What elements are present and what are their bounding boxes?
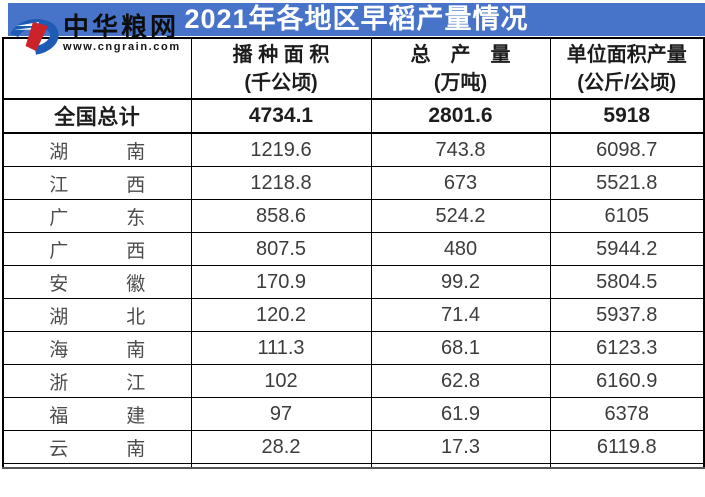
sown-area-cell: 97 — [190, 397, 372, 431]
production-cell: 480 — [370, 232, 551, 266]
region-cell: 福建 — [2, 397, 192, 431]
sown-area-cell: 170.9 — [190, 265, 372, 299]
sown-area-cell: 102 — [190, 364, 372, 398]
logo-name: 中华粮网 — [63, 12, 180, 42]
production-cell: 68.1 — [370, 331, 551, 365]
region-cell: 浙江 — [2, 364, 192, 398]
sown-area-cell: 858.6 — [190, 199, 372, 233]
yield-cell: 6378 — [549, 397, 705, 431]
header-yield-unit: (公斤/公顷) — [577, 71, 677, 94]
production-cell: 99.2 — [370, 265, 551, 299]
yield-cell: 6123.3 — [549, 331, 705, 365]
table-row: 福建 97 61.9 6378 — [2, 397, 705, 431]
page-title: 2021年各地区早稻产量情况 — [184, 4, 529, 34]
production-cell: 743.8 — [370, 132, 551, 167]
logo-url: www.cngrain.com — [63, 41, 181, 53]
region-cell: 海南 — [2, 331, 192, 365]
production-cell: 524.2 — [370, 199, 551, 233]
table-row-total: 全国总计 4734.1 2801.6 5918 — [2, 98, 705, 134]
sown-area-cell: 4734.1 — [190, 98, 372, 134]
header-sown-area-unit: (千公顷) — [244, 71, 318, 94]
yield-cell: 5521.8 — [549, 166, 705, 200]
header-production-label: 总 产 量 — [410, 43, 511, 66]
production-table-wrapper: 播 种 面 积 (千公顷) 总 产 量 (万吨) 单位面积产量 (公斤/公顷) … — [2, 37, 705, 469]
header-yield: 单位面积产量 (公斤/公顷) — [549, 37, 705, 100]
header-sown-area-label: 播 种 面 积 — [232, 43, 330, 66]
header-yield-label: 单位面积产量 — [566, 43, 687, 66]
production-cell: 673 — [370, 166, 551, 200]
header-sown-area: 播 种 面 积 (千公顷) — [190, 37, 372, 100]
yield-cell: 5804.5 — [549, 265, 705, 299]
region-cell: 湖北 — [2, 298, 192, 332]
sown-area-cell: 1218.8 — [190, 166, 372, 200]
table-row: 云南 28.2 17.3 6119.8 — [2, 430, 705, 464]
yield-cell: 5937.8 — [549, 298, 705, 332]
region-cell: 江西 — [2, 166, 192, 200]
region-cell: 全国总计 — [2, 98, 192, 134]
table-header-row: 播 种 面 积 (千公顷) 总 产 量 (万吨) 单位面积产量 (公斤/公顷) — [2, 37, 705, 100]
table-row: 广东 858.6 524.2 6105 — [2, 199, 705, 233]
yield-cell: 6098.7 — [549, 132, 705, 167]
cngrain-logo: 中华粮网 www.cngrain.com — [9, 13, 181, 56]
production-cell: 62.8 — [370, 364, 551, 398]
production-table: 播 种 面 积 (千公顷) 总 产 量 (万吨) 单位面积产量 (公斤/公顷) … — [2, 37, 705, 469]
sown-area-cell: 1219.6 — [190, 132, 372, 167]
sown-area-cell: 111.3 — [190, 331, 372, 365]
yield-cell: 6160.9 — [549, 364, 705, 398]
region-cell: 广西 — [2, 232, 192, 266]
table-row: 湖北 120.2 71.4 5937.8 — [2, 298, 705, 332]
sown-area-cell: 28.2 — [190, 430, 372, 464]
header-production: 总 产 量 (万吨) — [370, 37, 551, 100]
logo-text-column: 中华粮网 www.cngrain.com — [63, 13, 181, 53]
region-cell: 安徽 — [2, 265, 192, 299]
production-cell: 17.3 — [370, 430, 551, 464]
table-row-partial — [2, 463, 705, 469]
table-row: 江西 1218.8 673 5521.8 — [2, 166, 705, 200]
yield-cell: 5918 — [549, 98, 705, 134]
cngrain-logo-icon — [9, 18, 59, 56]
table-row: 浙江 102 62.8 6160.9 — [2, 364, 705, 398]
region-cell: 湖南 — [2, 132, 192, 167]
production-cell: 71.4 — [370, 298, 551, 332]
table-row: 广西 807.5 480 5944.2 — [2, 232, 705, 266]
production-cell: 61.9 — [370, 397, 551, 431]
sown-area-cell: 807.5 — [190, 232, 372, 266]
region-cell: 广东 — [2, 199, 192, 233]
table-row: 海南 111.3 68.1 6123.3 — [2, 331, 705, 365]
header-production-unit: (万吨) — [433, 71, 488, 94]
yield-cell: 6105 — [549, 199, 705, 233]
region-cell: 云南 — [2, 430, 192, 464]
title-bar: 2021年各地区早稻产量情况 — [8, 3, 705, 36]
table-row: 湖南 1219.6 743.8 6098.7 — [2, 132, 705, 167]
yield-cell: 5944.2 — [549, 232, 705, 266]
yield-cell: 6119.8 — [549, 430, 705, 464]
sown-area-cell: 120.2 — [190, 298, 372, 332]
production-cell: 2801.6 — [370, 98, 551, 134]
table-row: 安徽 170.9 99.2 5804.5 — [2, 265, 705, 299]
